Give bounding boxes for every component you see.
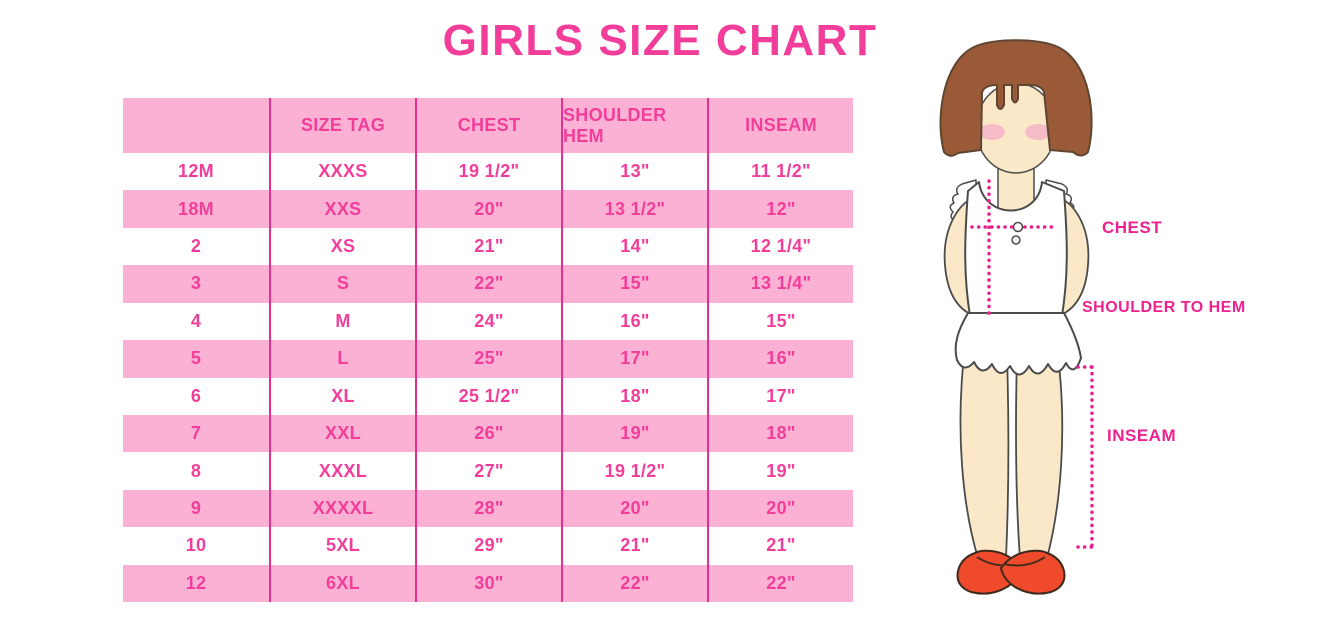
table-cell: 22" xyxy=(561,564,707,603)
table-cell: 21" xyxy=(707,527,853,565)
table-row: 18M XXS 20" 13 1/2" 12" xyxy=(123,190,853,228)
table-row: 2 XS 21" 14" 12 1/4" xyxy=(123,227,853,266)
table-cell: 29" xyxy=(415,527,561,565)
table-cell: M xyxy=(269,302,415,341)
table-cell: XL xyxy=(269,377,415,415)
table-cell: 13" xyxy=(561,153,707,191)
page-title: GIRLS SIZE CHART xyxy=(442,16,878,65)
table-cell: 26" xyxy=(415,414,561,453)
table-cell: 18M xyxy=(178,198,214,219)
girl-hair xyxy=(939,39,1093,157)
table-cell: 2 xyxy=(190,236,202,257)
girl-blush-right xyxy=(1025,124,1051,140)
table-cell: 18" xyxy=(707,414,853,453)
table-cell: 3 xyxy=(190,273,202,294)
girl-shoe-left xyxy=(956,549,1022,595)
table-cell: 22" xyxy=(707,564,853,603)
table-cell: 20" xyxy=(707,489,853,528)
table-row: 5 L 25" 17" 16" xyxy=(123,340,853,378)
table-cell: XXL xyxy=(269,414,415,453)
table-cell: 30" xyxy=(415,564,561,603)
shoulder-to-hem-label: SHOULDER TO HEM xyxy=(1082,299,1246,316)
table-cell: 17" xyxy=(561,340,707,378)
table-cell: 12M xyxy=(178,161,214,182)
table-cell: 8 xyxy=(190,460,202,481)
table-cell: 12 1/4" xyxy=(707,227,853,266)
girl-top xyxy=(964,181,1068,317)
table-row: 12 6XL 30" 22" 22" xyxy=(123,564,853,603)
table-cell: 19 1/2" xyxy=(561,452,707,490)
table-cell: 7 xyxy=(190,423,202,444)
table-header-row: SIZE TAG CHEST SHOULDER HEM INSEAM xyxy=(123,98,853,153)
table-row: 8 XXXL 27" 19 1/2" 19" xyxy=(123,452,853,490)
girl-skirt xyxy=(954,312,1082,376)
table-cell: 14" xyxy=(561,227,707,266)
table-cell: 4 xyxy=(190,310,202,331)
table-cell: 27" xyxy=(415,452,561,490)
table-cell: 16" xyxy=(561,302,707,341)
table-cell: 22" xyxy=(415,265,561,303)
girl-blush-left xyxy=(979,124,1005,140)
table-cell: 9 xyxy=(190,498,202,518)
table-row: 9 XXXXL 28" 20" 20" xyxy=(123,489,853,528)
table-cell: L xyxy=(269,340,415,378)
table-cell: 5 xyxy=(190,348,202,369)
table-cell: 12 xyxy=(185,572,207,593)
table-cell: XXS xyxy=(269,190,415,228)
girl-leg-right xyxy=(1015,355,1064,559)
girl-top-button-1 xyxy=(1012,221,1024,233)
table-row: 7 XXL 26" 19" 18" xyxy=(123,414,853,453)
size-chart-table: SIZE TAG CHEST SHOULDER HEM INSEAM 12M XX… xyxy=(123,98,853,603)
column-header-shoulder-hem: SHOULDER HEM xyxy=(561,98,707,153)
column-header-chest: CHEST xyxy=(415,98,561,153)
table-row: 6 XL 25 1/2" 18" 17" xyxy=(123,377,853,415)
girl-shoe-right-strap xyxy=(1002,556,1046,567)
table-cell: 15" xyxy=(561,265,707,303)
table-cell: XXXXL xyxy=(269,489,415,528)
table-cell: 6XL xyxy=(269,564,415,603)
table-row: 10 5XL 29" 21" 21" xyxy=(123,527,853,565)
table-cell: 13 1/2" xyxy=(561,190,707,228)
girl-figure-illustration xyxy=(939,39,1099,595)
girl-shoe-right xyxy=(1000,549,1066,595)
table-cell: 19 1/2" xyxy=(415,153,561,191)
table-row: 3 S 22" 15" 13 1/4" xyxy=(123,265,853,303)
table-cell: XXXS xyxy=(269,153,415,191)
table-cell: 15" xyxy=(707,302,853,341)
table-cell: 24" xyxy=(415,302,561,341)
table-cell: 12" xyxy=(707,190,853,228)
table-cell: 25 1/2" xyxy=(415,377,561,415)
table-cell: XS xyxy=(269,227,415,266)
girl-top-button-2 xyxy=(1011,235,1021,245)
table-cell: 5XL xyxy=(269,527,415,565)
table-row: 4 M 24" 16" 15" xyxy=(123,302,853,341)
table-cell: 11 1/2" xyxy=(707,153,853,191)
table-cell: 25" xyxy=(415,340,561,378)
chest-label: CHEST xyxy=(1102,218,1163,237)
table-cell: 19" xyxy=(561,414,707,453)
table-cell: 28" xyxy=(415,489,561,528)
inseam-label: INSEAM xyxy=(1107,426,1177,445)
table-cell: 6 xyxy=(190,385,202,406)
column-header-size xyxy=(123,98,269,153)
table-row: 12M XXXS 19 1/2" 13" 11 1/2" xyxy=(123,153,853,191)
column-header-size-tag: SIZE TAG xyxy=(269,98,415,153)
table-cell: 13 1/4" xyxy=(707,265,853,303)
table-cell: 21" xyxy=(561,527,707,565)
table-cell: 20" xyxy=(415,190,561,228)
table-cell: 16" xyxy=(707,340,853,378)
column-header-inseam: INSEAM xyxy=(707,98,853,153)
table-cell: 17" xyxy=(707,377,853,415)
table-cell: 20" xyxy=(561,489,707,528)
girl-leg-left xyxy=(959,355,1010,559)
table-cell: 18" xyxy=(561,377,707,415)
table-cell: 19" xyxy=(707,452,853,490)
table-cell: 21" xyxy=(415,227,561,266)
table-cell: 10 xyxy=(185,535,207,556)
table-cell: S xyxy=(269,265,415,303)
table-cell: XXXL xyxy=(269,452,415,490)
